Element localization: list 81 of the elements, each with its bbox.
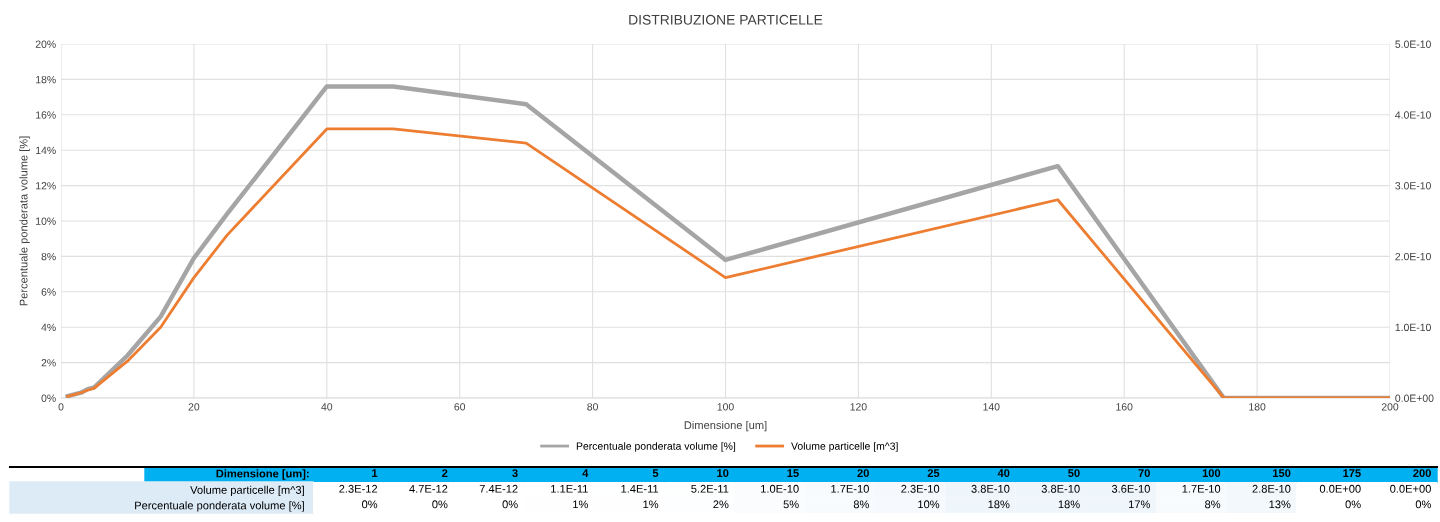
x-tick-label: 1 (372, 469, 378, 477)
data-label: 3.8E-10 (971, 484, 1010, 493)
x-tick-label: 4 (582, 469, 589, 477)
x-tick-label: 60 (454, 403, 466, 411)
data-label: 0.0E+00 (1319, 484, 1361, 493)
data-label: 3.6E-10 (1111, 484, 1150, 493)
data-label: 5.2E-11 (691, 484, 729, 493)
x-tick-label: 150 (1273, 469, 1291, 478)
chart-title: DISTRIBUZIONE PARTICELLE (629, 14, 823, 25)
x-tick-label: 180 (1249, 403, 1266, 411)
x-tick-label: 25 (927, 469, 940, 478)
legend-label: Volume particelle [m^3] (791, 442, 898, 452)
x-tick-label: 160 (1116, 403, 1133, 411)
x-tick-label: 10 (717, 469, 729, 478)
y2-tick-label: 2.0E-10 (1395, 252, 1431, 261)
data-label: 0% (362, 500, 378, 509)
data-label: 1.0E-10 (761, 484, 799, 493)
data-label: 17% (1128, 500, 1150, 509)
data-label: 1.1E-11 (551, 484, 588, 493)
x-tick-label: 120 (850, 403, 867, 411)
y-tick-label: 12% (36, 182, 56, 190)
x-tick-label: 50 (1068, 469, 1080, 478)
y2-tick-label: 1.0E-10 (1395, 323, 1431, 332)
data-label: 10% (918, 500, 940, 509)
y-tick-label: 6% (41, 288, 56, 296)
legend-label: Percentuale ponderata volume [%] (576, 442, 736, 452)
x-tick-label: 0 (58, 403, 64, 411)
y-tick-label: 20% (35, 40, 56, 48)
data-label: 2.3E-10 (901, 484, 940, 493)
x-tick-label: 40 (321, 403, 333, 411)
x-axis-title: Dimensione [um] (684, 420, 767, 432)
y2-tick-label: 4.0E-10 (1395, 111, 1431, 119)
data-label: 1.7E-10 (831, 484, 869, 493)
data-label: 0% (502, 500, 518, 509)
y-tick-label: 8% (41, 252, 56, 261)
y-tick-label: 0% (41, 394, 56, 402)
x-tick-label: 200 (1413, 469, 1431, 478)
data-label: 1.7E-10 (1182, 484, 1221, 493)
y2-tick-label: 0.0E+00 (1395, 394, 1434, 402)
y-tick-label: 18% (36, 75, 56, 84)
x-tick-label: 20 (857, 469, 869, 478)
data-label: 2% (713, 500, 729, 509)
y-tick-label: 14% (36, 146, 56, 155)
data-label: 0.0E+00 (1390, 484, 1431, 493)
data-label: 13% (1269, 500, 1291, 509)
data-label: 18% (1058, 500, 1080, 509)
data-label: 5% (783, 500, 799, 509)
data-label: 4.7E-12 (409, 484, 448, 493)
y-tick-label: 4% (41, 323, 56, 332)
x-tick-label: 5 (652, 469, 659, 478)
data-label: 2.8E-10 (1252, 484, 1291, 493)
y-tick-label: 10% (36, 217, 56, 225)
data-label: 8% (1205, 500, 1221, 509)
x-tick-label: 80 (587, 403, 598, 411)
x-tick-label: 20 (188, 403, 200, 411)
data-label: 0% (1415, 500, 1431, 509)
x-tick-label: 100 (1202, 469, 1221, 478)
data-label: 1% (573, 500, 588, 509)
y-tick-label: 16% (36, 111, 56, 119)
data-label: 0% (432, 500, 448, 509)
y2-tick-label: 3.0E-10 (1395, 182, 1431, 190)
x-tick-label: 200 (1381, 403, 1399, 411)
x-tick-label: 2 (442, 469, 448, 477)
data-label: 0% (1345, 500, 1361, 509)
x-axis-title: Dimensione [um]: (216, 469, 309, 480)
data-label: 8% (853, 500, 869, 509)
x-tick-label: 3 (512, 469, 518, 478)
data-label: 3.8E-10 (1041, 484, 1080, 493)
x-tick-label: 15 (787, 469, 799, 478)
y-tick-label: 2% (41, 359, 56, 367)
x-tick-label: 175 (1343, 469, 1361, 478)
data-label: 1% (643, 500, 659, 509)
x-tick-label: 70 (1138, 469, 1150, 478)
data-label: 2.3E-12 (339, 484, 378, 493)
data-label: 1.4E-11 (621, 484, 659, 493)
data-label: 7.4E-12 (479, 484, 518, 493)
data-label: 18% (988, 500, 1010, 509)
x-tick-label: 140 (983, 403, 1000, 411)
x-tick-label: 40 (997, 469, 1010, 478)
y2-tick-label: 5.0E-10 (1395, 40, 1431, 48)
x-tick-label: 100 (717, 403, 734, 411)
